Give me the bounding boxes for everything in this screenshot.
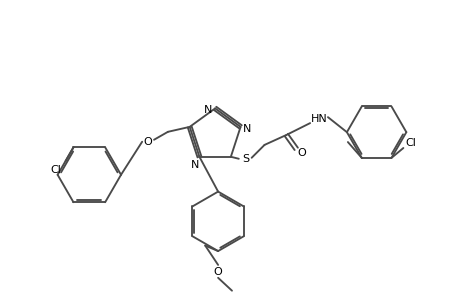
Text: O: O xyxy=(297,148,306,158)
Text: O: O xyxy=(143,137,152,147)
Text: S: S xyxy=(241,154,249,164)
Text: Cl: Cl xyxy=(405,138,416,148)
Text: N: N xyxy=(243,124,251,134)
Text: Cl: Cl xyxy=(50,165,61,175)
Text: N: N xyxy=(191,160,199,170)
Text: N: N xyxy=(204,105,212,116)
Text: O: O xyxy=(213,267,222,277)
Text: HN: HN xyxy=(310,114,327,124)
